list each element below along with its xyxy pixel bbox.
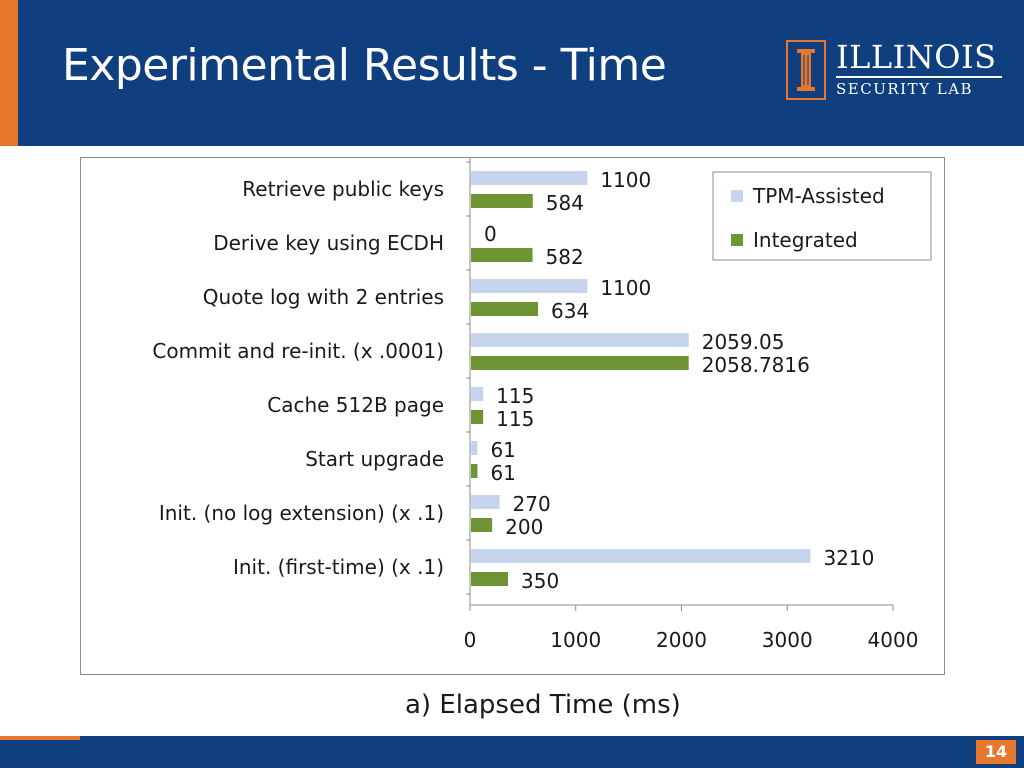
- value-axis-tick-label: 4000: [868, 628, 919, 652]
- logo-name: ILLINOIS: [836, 38, 997, 76]
- integrated-data-label: 115: [496, 407, 534, 431]
- tpm-assisted-data-label: 115: [496, 384, 534, 408]
- value-axis-tick-label: 2000: [656, 628, 707, 652]
- tpm-assisted-bar: [471, 333, 689, 347]
- category-label: Init. (first-time) (x .1): [233, 555, 444, 579]
- slide-title: Experimental Results - Time: [62, 40, 667, 91]
- column-pillar-icon: [786, 40, 826, 100]
- illinois-security-lab-logo: ILLINOIS SECURITY LAB: [786, 38, 1016, 104]
- tpm-assisted-bar: [471, 495, 500, 509]
- chart-caption: a) Elapsed Time (ms): [405, 690, 681, 720]
- legend-box: [712, 171, 932, 261]
- legend-swatch-tpm-assisted: [731, 190, 743, 202]
- integrated-bar: [471, 194, 533, 208]
- integrated-bar: [471, 248, 533, 262]
- category-label: Commit and re-init. (x .0001): [152, 339, 444, 363]
- logo-divider: [836, 76, 1002, 78]
- integrated-data-label: 61: [490, 461, 515, 485]
- legend-swatch-integrated: [731, 234, 743, 246]
- slide-footer: [0, 736, 1024, 768]
- integrated-bar: [471, 572, 509, 586]
- integrated-data-label: 350: [521, 569, 559, 593]
- tpm-assisted-bar: [471, 549, 811, 563]
- legend-label-integrated: Integrated: [753, 228, 858, 252]
- slide-header: [0, 0, 1024, 146]
- integrated-data-label: 634: [551, 299, 589, 323]
- category-label: Start upgrade: [305, 447, 444, 471]
- integrated-bar: [471, 302, 539, 316]
- value-axis-tick-label: 3000: [762, 628, 813, 652]
- category-label: Init. (no log extension) (x .1): [159, 501, 444, 525]
- tpm-assisted-data-label: 0: [484, 222, 497, 246]
- tpm-assisted-data-label: 3210: [823, 546, 874, 570]
- integrated-bar: [471, 464, 478, 478]
- integrated-data-label: 584: [546, 191, 584, 215]
- integrated-data-label: 200: [505, 515, 543, 539]
- category-label: Derive key using ECDH: [213, 231, 444, 255]
- chart-frame: 0 1000 2000 3000 4000 Retrieve public keys 110…: [80, 157, 945, 675]
- integrated-bar: [471, 356, 689, 370]
- integrated-bar: [471, 410, 484, 424]
- footer-accent-strip: [0, 736, 80, 740]
- integrated-data-label: 2058.7816: [702, 353, 810, 377]
- page-number: 14: [976, 740, 1016, 764]
- logo-subtitle: SECURITY LAB: [836, 80, 974, 98]
- tpm-assisted-data-label: 1100: [600, 276, 651, 300]
- header-accent-bar: [0, 0, 18, 146]
- tpm-assisted-data-label: 2059.05: [702, 330, 785, 354]
- tpm-assisted-data-label: 1100: [600, 168, 651, 192]
- value-axis-tick-label: 0: [464, 628, 477, 652]
- category-label: Cache 512B page: [267, 393, 444, 417]
- tpm-assisted-data-label: 61: [490, 438, 515, 462]
- integrated-data-label: 582: [546, 245, 584, 269]
- value-axis-tick-label: 1000: [550, 628, 601, 652]
- category-label: Quote log with 2 entries: [203, 285, 444, 309]
- integrated-bar: [471, 518, 493, 532]
- tpm-assisted-bar: [471, 441, 478, 455]
- tpm-assisted-bar: [471, 387, 484, 401]
- legend-label-tpm-assisted: TPM-Assisted: [752, 184, 885, 208]
- category-label: Retrieve public keys: [242, 177, 444, 201]
- tpm-assisted-bar: [471, 171, 588, 185]
- tpm-assisted-data-label: 270: [513, 492, 551, 516]
- tpm-assisted-bar: [471, 279, 588, 293]
